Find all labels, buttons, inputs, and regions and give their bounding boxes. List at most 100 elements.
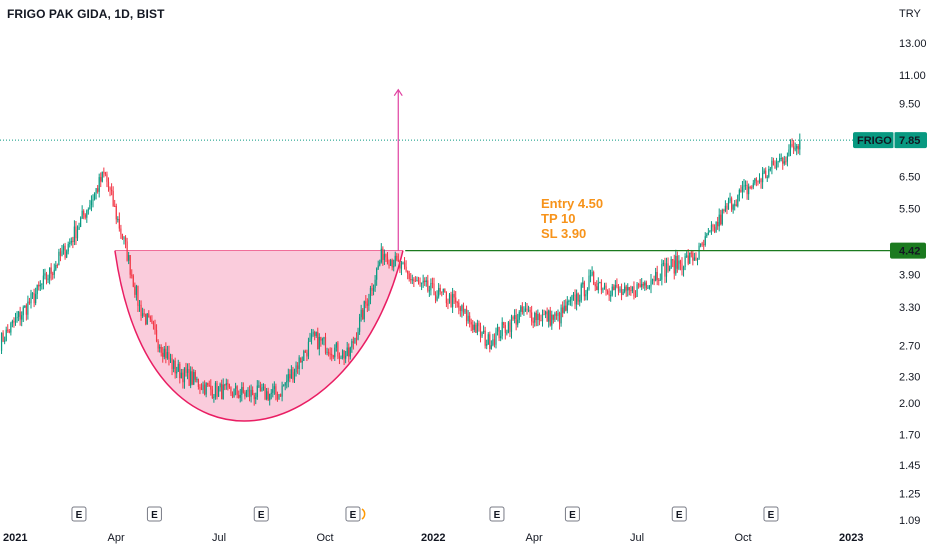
- candle-body: [447, 303, 449, 305]
- candle-body: [569, 300, 571, 302]
- candle-body: [298, 357, 300, 369]
- candle-body: [436, 296, 438, 301]
- candle-body: [484, 330, 486, 346]
- candle-body: [580, 284, 582, 301]
- candle-body: [103, 171, 105, 173]
- candle-body: [476, 323, 478, 333]
- y-tick-label: 11.00: [899, 70, 926, 82]
- candle-body: [341, 350, 344, 358]
- x-tick-label: Jul: [630, 532, 644, 544]
- candle-body: [682, 266, 685, 271]
- candle-body: [670, 259, 672, 269]
- candle-body: [174, 360, 176, 374]
- candle-body: [456, 302, 458, 304]
- candle-body: [501, 322, 503, 337]
- candle-body: [448, 294, 451, 304]
- earnings-icon[interactable]: E: [671, 506, 687, 522]
- candle-body: [769, 168, 771, 170]
- candle-body: [710, 224, 713, 231]
- candle-body: [295, 365, 297, 373]
- candle-body: [633, 286, 635, 297]
- candle-body: [723, 210, 725, 212]
- candle-body: [73, 226, 75, 242]
- earnings-icon[interactable]: E: [763, 506, 779, 522]
- candle-body: [793, 146, 795, 150]
- candle-body: [180, 372, 182, 379]
- earnings-icon[interactable]: E: [345, 506, 366, 522]
- candle-body: [721, 210, 723, 225]
- candle-body: [66, 251, 68, 258]
- candle-body: [258, 385, 260, 387]
- candle-body: [410, 279, 412, 281]
- candle-body: [557, 312, 559, 316]
- earnings-icon[interactable]: E: [564, 506, 580, 522]
- candle-body: [354, 337, 356, 343]
- candle-body: [616, 284, 618, 288]
- candle-body: [704, 236, 706, 245]
- candle-body: [611, 286, 613, 296]
- svg-text:E: E: [76, 510, 83, 521]
- candle-body: [107, 181, 110, 188]
- candle-body: [84, 214, 86, 218]
- candle-body: [146, 313, 148, 325]
- candle-body: [126, 241, 128, 261]
- candle-body: [712, 224, 714, 228]
- currency-label: TRY: [899, 8, 921, 20]
- candle-body: [303, 351, 305, 361]
- candle-body: [732, 205, 734, 210]
- candle-body: [176, 371, 178, 374]
- earnings-icon[interactable]: E: [146, 506, 162, 522]
- candle-body: [276, 394, 279, 400]
- candle-body: [434, 294, 437, 301]
- candle-body: [483, 330, 485, 333]
- price-tag-value: 7.85: [899, 135, 920, 147]
- candle-body: [762, 172, 764, 183]
- candle-body: [771, 160, 773, 169]
- candle-body: [355, 337, 358, 340]
- candle-body: [177, 363, 179, 372]
- candle-body: [10, 323, 12, 333]
- candle-body: [467, 315, 469, 322]
- candle-body: [171, 358, 173, 369]
- y-tick-label: 1.09: [899, 515, 920, 527]
- candle-body: [439, 287, 441, 292]
- candle-body: [524, 308, 527, 312]
- candle-body: [261, 387, 263, 392]
- candle-body: [664, 262, 666, 277]
- candle-body: [689, 252, 691, 264]
- candle-body: [287, 374, 289, 381]
- candle-body: [602, 287, 604, 291]
- candle-body: [388, 264, 390, 266]
- candle-body: [442, 288, 444, 292]
- earnings-icon[interactable]: E: [253, 506, 269, 522]
- candle-body: [194, 372, 196, 380]
- candle-body: [473, 324, 475, 330]
- candle-body: [188, 369, 190, 386]
- candles-group: [0, 133, 801, 406]
- candle-body: [707, 232, 709, 235]
- candle-body: [624, 286, 626, 292]
- candle-body: [617, 287, 620, 292]
- candle-body: [162, 352, 164, 357]
- svg-text:E: E: [676, 510, 683, 521]
- candle-body: [278, 394, 280, 400]
- candle-body: [289, 374, 291, 379]
- x-tick-label: Apr: [108, 532, 125, 544]
- candle-body: [239, 394, 241, 398]
- candle-body: [160, 346, 162, 353]
- candle-body: [576, 293, 578, 305]
- candle-body: [163, 348, 165, 357]
- candle-body: [777, 160, 779, 162]
- earnings-icon[interactable]: E: [71, 506, 87, 522]
- candle-body: [651, 279, 654, 281]
- candle-body: [481, 332, 483, 337]
- candle-body: [650, 280, 652, 287]
- candle-body: [678, 260, 680, 269]
- candle-body: [695, 257, 697, 260]
- candle-body: [352, 341, 354, 343]
- candle-body: [407, 270, 409, 274]
- earnings-icon[interactable]: E: [489, 506, 505, 522]
- candle-body: [224, 384, 226, 386]
- candle-body: [780, 157, 782, 159]
